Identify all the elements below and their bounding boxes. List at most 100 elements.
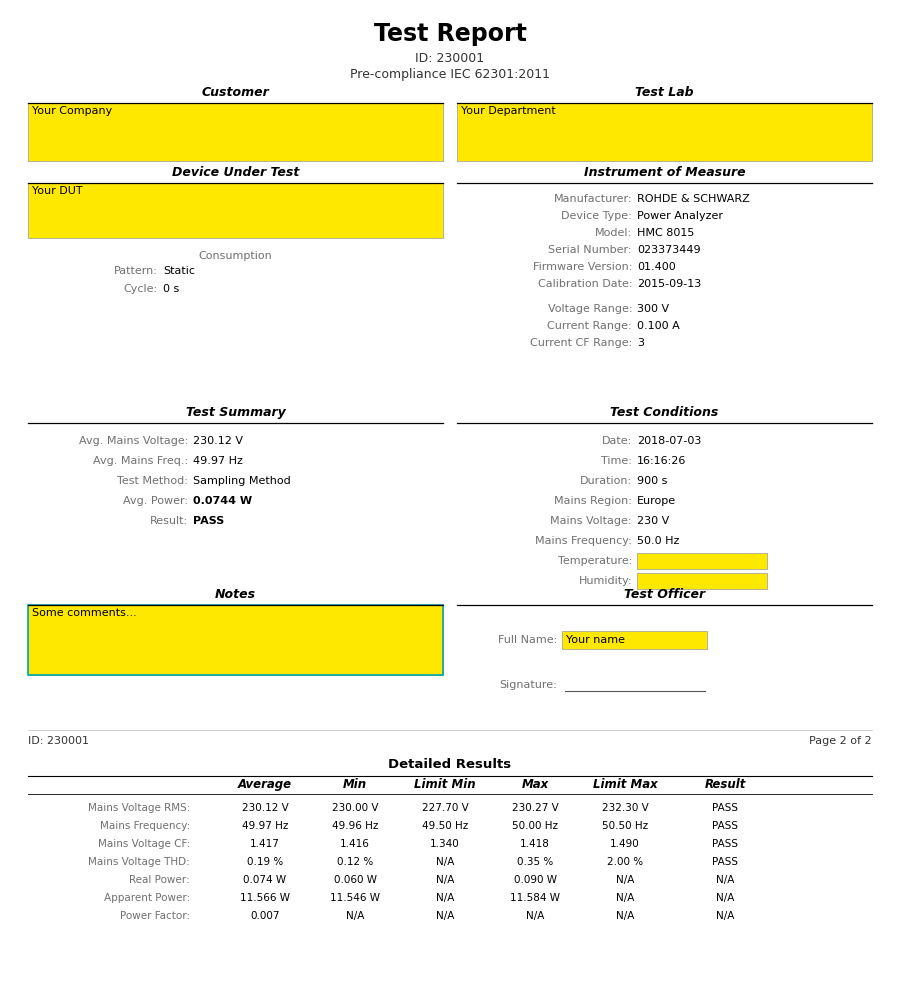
Text: Test Lab: Test Lab (635, 86, 694, 99)
Text: 300 V: 300 V (637, 304, 669, 314)
Text: N/A: N/A (436, 857, 454, 867)
Text: Avg. Power:: Avg. Power: (123, 496, 188, 506)
Bar (562, 631, 707, 649)
Text: Test Summary: Test Summary (185, 406, 285, 419)
Text: 1.490: 1.490 (610, 839, 640, 849)
Text: N/A: N/A (716, 911, 734, 921)
Text: ID: 230001: ID: 230001 (28, 736, 89, 746)
Text: Pattern:: Pattern: (114, 266, 158, 276)
Text: Power Analyzer: Power Analyzer (637, 211, 723, 221)
Text: 49.96 Hz: 49.96 Hz (332, 821, 378, 831)
Text: Test Conditions: Test Conditions (610, 406, 719, 419)
Text: 1.340: 1.340 (430, 839, 460, 849)
Text: Mains Frequency:: Mains Frequency: (536, 536, 632, 546)
Text: 232.30 V: 232.30 V (601, 803, 648, 813)
Text: 230.00 V: 230.00 V (332, 803, 378, 813)
Text: Limit Min: Limit Min (414, 778, 476, 791)
Text: PASS: PASS (193, 516, 224, 526)
Bar (637, 573, 767, 589)
Text: ID: 230001: ID: 230001 (416, 52, 484, 65)
Text: Manufacturer:: Manufacturer: (554, 194, 632, 204)
Text: PASS: PASS (712, 857, 738, 867)
Text: 01.400: 01.400 (637, 262, 676, 272)
Text: 023373449: 023373449 (637, 245, 700, 255)
Text: 2018-07-03: 2018-07-03 (637, 436, 701, 446)
Text: 0.074 W: 0.074 W (243, 875, 286, 885)
Text: 0.12 %: 0.12 % (337, 857, 374, 867)
Text: N/A: N/A (616, 893, 634, 903)
Text: 16:16:26: 16:16:26 (637, 456, 687, 466)
Text: Max: Max (521, 778, 549, 791)
Text: Instrument of Measure: Instrument of Measure (584, 166, 745, 179)
Text: 2.00 %: 2.00 % (607, 857, 644, 867)
Text: 0.060 W: 0.060 W (334, 875, 376, 885)
Bar (637, 553, 767, 569)
Text: Humidity:: Humidity: (579, 576, 632, 586)
Text: PASS: PASS (712, 839, 738, 849)
Text: Firmware Version:: Firmware Version: (533, 262, 632, 272)
Text: Consumption: Consumption (199, 251, 273, 261)
Text: Voltage Range:: Voltage Range: (547, 304, 632, 314)
Text: N/A: N/A (436, 875, 454, 885)
Text: Current CF Range:: Current CF Range: (530, 338, 632, 348)
Text: ROHDE & SCHWARZ: ROHDE & SCHWARZ (637, 194, 750, 204)
Text: 50.0 Hz: 50.0 Hz (637, 536, 680, 546)
Text: Your name: Your name (566, 635, 625, 645)
Text: 50.50 Hz: 50.50 Hz (602, 821, 648, 831)
Text: 230.12 V: 230.12 V (241, 803, 288, 813)
Text: Page 2 of 2: Page 2 of 2 (809, 736, 872, 746)
Text: Mains Voltage CF:: Mains Voltage CF: (98, 839, 190, 849)
Text: Detailed Results: Detailed Results (389, 758, 511, 771)
Bar (28, 183, 443, 238)
Text: N/A: N/A (616, 875, 634, 885)
Text: Notes: Notes (215, 588, 256, 601)
Text: Average: Average (238, 778, 292, 791)
Text: N/A: N/A (436, 911, 454, 921)
Text: Customer: Customer (202, 86, 269, 99)
Text: Sampling Method: Sampling Method (193, 476, 291, 486)
Text: Test Officer: Test Officer (624, 588, 705, 601)
Text: Limit Max: Limit Max (592, 778, 657, 791)
Text: Mains Voltage THD:: Mains Voltage THD: (88, 857, 190, 867)
Text: Your Company: Your Company (32, 106, 112, 116)
Text: N/A: N/A (616, 911, 634, 921)
Text: 0.19 %: 0.19 % (247, 857, 284, 867)
Text: N/A: N/A (716, 893, 734, 903)
Text: 0.100 A: 0.100 A (637, 321, 680, 331)
Text: Apparent Power:: Apparent Power: (104, 893, 190, 903)
Text: N/A: N/A (716, 875, 734, 885)
Text: HMC 8015: HMC 8015 (637, 228, 695, 238)
Text: 2015-09-13: 2015-09-13 (637, 279, 701, 289)
Text: Your Department: Your Department (461, 106, 556, 116)
Text: Result: Result (705, 778, 746, 791)
Text: Calibration Date:: Calibration Date: (537, 279, 632, 289)
Text: Duration:: Duration: (580, 476, 632, 486)
Text: Power Factor:: Power Factor: (120, 911, 190, 921)
Bar (28, 605, 443, 675)
Text: Result:: Result: (150, 516, 188, 526)
Text: PASS: PASS (712, 821, 738, 831)
Text: N/A: N/A (346, 911, 365, 921)
Text: 0 s: 0 s (163, 284, 179, 294)
Text: Static: Static (163, 266, 195, 276)
Text: Current Range:: Current Range: (547, 321, 632, 331)
Text: Cycle:: Cycle: (124, 284, 158, 294)
Text: Signature:: Signature: (500, 680, 557, 690)
Text: 11.584 W: 11.584 W (510, 893, 560, 903)
Text: Some comments...: Some comments... (32, 608, 137, 618)
Text: 1.418: 1.418 (520, 839, 550, 849)
Text: Date:: Date: (602, 436, 632, 446)
Text: 49.50 Hz: 49.50 Hz (422, 821, 468, 831)
Text: 3: 3 (637, 338, 644, 348)
Text: 230 V: 230 V (637, 516, 670, 526)
Text: PASS: PASS (712, 803, 738, 813)
Text: Serial Number:: Serial Number: (548, 245, 632, 255)
Text: Mains Region:: Mains Region: (554, 496, 632, 506)
Text: Temperature:: Temperature: (558, 556, 632, 566)
Text: 0.007: 0.007 (250, 911, 280, 921)
Text: Mains Voltage RMS:: Mains Voltage RMS: (87, 803, 190, 813)
Text: Test Method:: Test Method: (117, 476, 188, 486)
Text: Mains Voltage:: Mains Voltage: (551, 516, 632, 526)
Text: Device Type:: Device Type: (562, 211, 632, 221)
Text: N/A: N/A (436, 893, 454, 903)
